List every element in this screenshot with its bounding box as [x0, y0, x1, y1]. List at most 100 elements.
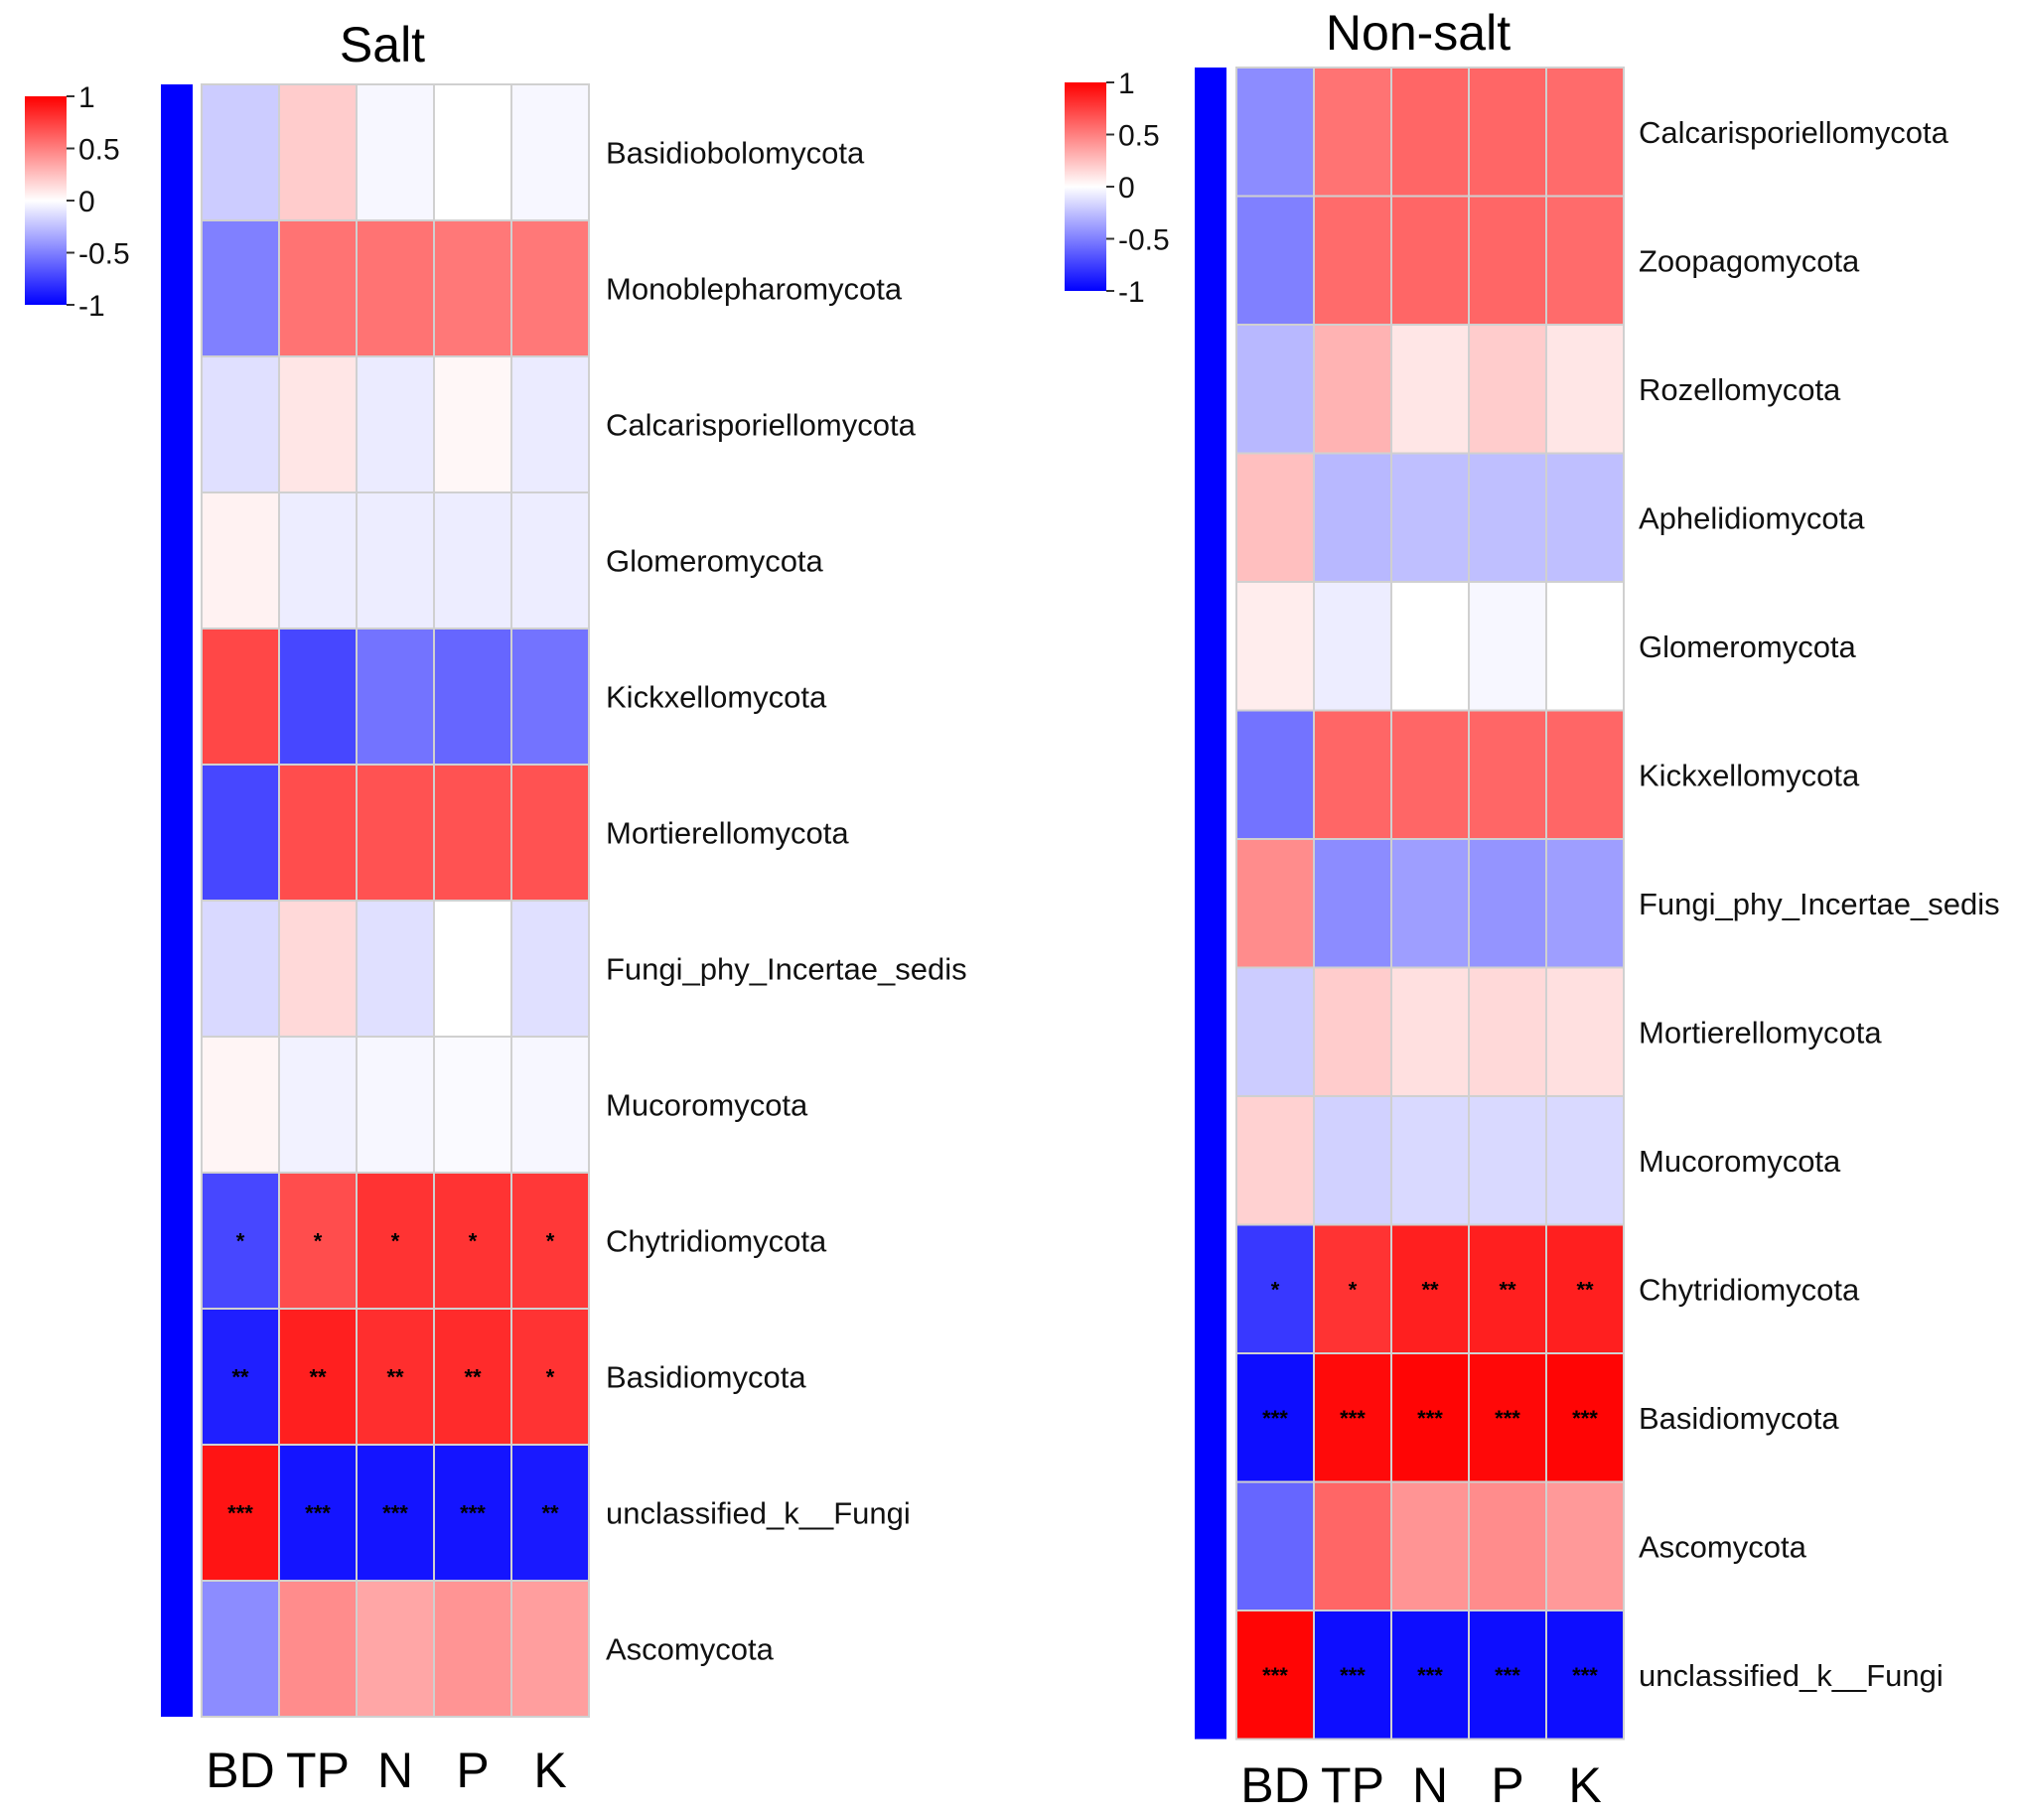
heatmap-cell — [356, 219, 435, 357]
heatmap-cell — [510, 219, 590, 357]
significance-label: ** — [541, 1501, 559, 1526]
heatmap-cell — [510, 1580, 590, 1718]
row-label: Rozellomycota — [1639, 372, 1841, 407]
heatmap-cell — [356, 1580, 435, 1718]
heatmap-cell — [1390, 67, 1470, 198]
colorbar-tick-label: 0.5 — [1118, 120, 1160, 153]
heatmap-cell — [278, 1036, 358, 1174]
colorbar — [25, 96, 67, 305]
heatmap-cell — [1545, 67, 1625, 198]
heatmap-cell — [1545, 1610, 1625, 1741]
heatmap-cell — [356, 1036, 435, 1174]
significance-label: ** — [1499, 1277, 1516, 1302]
heatmap-cell — [433, 628, 512, 766]
heatmap-cell — [510, 900, 590, 1038]
row-label: Chytridiomycota — [1639, 1272, 1860, 1307]
heatmap-cell — [1468, 1095, 1547, 1226]
row-label: Chytridiomycota — [606, 1224, 827, 1259]
row-label: Glomeromycota — [1639, 630, 1857, 664]
colorbar-tick-label: -0.5 — [1118, 224, 1170, 257]
heatmap-cell — [433, 764, 512, 902]
salt-heatmap-panel: Salt Basidiobolomycota Monoblepharomycota C… — [25, 17, 967, 1798]
significance-label: *** — [1340, 1663, 1366, 1688]
heatmap-cell — [1468, 1223, 1547, 1354]
row-label: Monoblepharomycota — [606, 272, 903, 307]
heatmap-cell — [510, 355, 590, 493]
heatmap-cell — [201, 1308, 280, 1446]
heatmap-cell — [1545, 1352, 1625, 1483]
heatmap-cell — [356, 1308, 435, 1446]
heatmap-cell — [1313, 1610, 1392, 1741]
heatmap-cell — [1468, 966, 1547, 1097]
heatmap-cell — [510, 491, 590, 630]
significance-label: *** — [227, 1501, 253, 1526]
heatmap-cell — [1468, 838, 1547, 969]
significance-label: *** — [460, 1501, 486, 1526]
heatmap-cell — [278, 900, 358, 1038]
heatmap-cell — [1390, 838, 1470, 969]
heatmap-cell — [1313, 1480, 1392, 1611]
significance-label: * — [1271, 1277, 1280, 1302]
column-label: K — [533, 1743, 566, 1798]
heatmap-cell — [278, 355, 358, 493]
heatmap-cell — [433, 491, 512, 630]
heatmap-cell — [201, 83, 280, 221]
column-label: TP — [1321, 1757, 1384, 1813]
heatmap-cell — [1313, 195, 1392, 326]
heatmap-cell — [433, 355, 512, 493]
heatmap-cell — [1235, 581, 1315, 712]
heatmap-cell — [510, 83, 590, 221]
heatmap-cell — [201, 628, 280, 766]
panel-title: Non-salt — [1326, 5, 1511, 61]
heatmap-cell — [1545, 195, 1625, 326]
colorbar-tick-label: 1 — [78, 81, 95, 114]
heatmap-cell — [433, 219, 512, 357]
heatmap-cell — [433, 1444, 512, 1582]
heatmap-cell — [356, 83, 435, 221]
cluster-bar — [1195, 68, 1226, 1740]
colorbar-tick-label: 0 — [78, 186, 95, 218]
heatmap-cell — [1313, 966, 1392, 1097]
heatmap-cell — [278, 219, 358, 357]
heatmap-cell — [1468, 581, 1547, 712]
significance-label: ** — [1421, 1277, 1439, 1302]
row-label: Mucoromycota — [606, 1088, 808, 1123]
heatmap-cell — [1313, 67, 1392, 198]
row-label: Ascomycota — [1639, 1529, 1807, 1564]
heatmap-cell — [1235, 324, 1315, 455]
heatmap-cell — [1545, 1480, 1625, 1611]
colorbar-tick-label: 0 — [1118, 172, 1135, 205]
heatmap-cell — [1390, 195, 1470, 326]
column-label: TP — [286, 1743, 350, 1798]
significance-label: *** — [1495, 1406, 1520, 1431]
row-label: Basidiobolomycota — [606, 136, 865, 171]
significance-label: *** — [1262, 1406, 1288, 1431]
row-label: Basidiomycota — [606, 1360, 806, 1395]
heatmap-cell — [356, 900, 435, 1038]
heatmap-cell — [1235, 1480, 1315, 1611]
column-label: BD — [1240, 1757, 1309, 1813]
significance-label: * — [391, 1229, 400, 1254]
significance-label: * — [314, 1229, 323, 1254]
row-label: Mucoromycota — [1639, 1144, 1841, 1179]
heatmap-cell — [1235, 1352, 1315, 1483]
heatmap-cell — [433, 83, 512, 221]
heatmap-cell — [1390, 966, 1470, 1097]
non-salt-heatmap-panel: Non-salt Calcarisporiellomycota Zoopagomyc… — [1065, 5, 2000, 1813]
heatmap-cell — [278, 491, 358, 630]
heatmap-cell — [201, 1172, 280, 1310]
heatmap-cell — [356, 355, 435, 493]
significance-label: *** — [1572, 1663, 1598, 1688]
heatmap-cell — [1545, 966, 1625, 1097]
heatmap-cell — [1468, 195, 1547, 326]
heatmap-cell — [1545, 1095, 1625, 1226]
heatmap-cell — [1313, 1352, 1392, 1483]
column-label: N — [1412, 1757, 1448, 1813]
heatmap-cell — [201, 1036, 280, 1174]
heatmap-cell — [1235, 1223, 1315, 1354]
significance-label: *** — [1572, 1406, 1598, 1431]
heatmap-cell — [510, 1036, 590, 1174]
heatmap-cell — [356, 1172, 435, 1310]
heatmap-cell — [1545, 838, 1625, 969]
heatmap-cell — [1545, 581, 1625, 712]
